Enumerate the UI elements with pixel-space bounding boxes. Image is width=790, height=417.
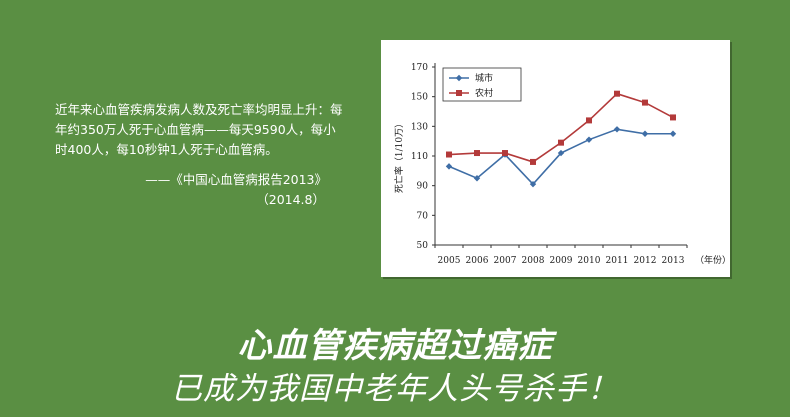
y-tick-label: 150 — [411, 93, 428, 103]
data-point-rural — [558, 139, 564, 146]
x-tick-label: 2009 — [550, 256, 573, 266]
x-tick-label: 2008 — [522, 256, 545, 266]
data-point-city — [669, 130, 677, 137]
x-tick-label: 2011 — [606, 256, 629, 266]
data-point-rural — [474, 150, 480, 157]
chart-card: 50 70 90 110 130 150 170 2005 2006 2007 2008 2009 20… — [381, 40, 730, 277]
data-point-city — [613, 126, 621, 133]
legend-label: 城市 — [475, 72, 493, 84]
quote-block: 近年来心血管疾病发病人数及死亡率均明显上升：每年约350万人死于心血管病——每天… — [55, 100, 345, 210]
quote-text: 近年来心血管疾病发病人数及死亡率均明显上升：每年约350万人死于心血管病——每天… — [55, 102, 343, 157]
legend-marker-city — [455, 74, 463, 82]
x-tick-label: 2005 — [438, 256, 461, 266]
data-point-rural — [614, 90, 620, 97]
y-axis-label: 死亡率（1/10万） — [393, 119, 405, 193]
y-tick-label: 170 — [411, 63, 428, 73]
x-axis-label: （年份） — [695, 254, 730, 266]
data-point-rural — [446, 151, 452, 158]
data-point-city — [445, 163, 453, 170]
mortality-line-chart: 50 70 90 110 130 150 170 2005 2006 2007 2008 2009 20… — [393, 63, 730, 266]
y-tick-label: 110 — [411, 152, 428, 162]
headline-primary: 心血管疾病超过癌症 — [237, 326, 553, 366]
legend-label: 农村 — [475, 87, 493, 99]
x-tick-label: 2010 — [578, 256, 601, 266]
y-tick-label: 130 — [411, 122, 428, 132]
series-line-city — [448, 128, 673, 186]
y-tick-label: 50 — [417, 241, 429, 251]
data-point-rural — [642, 99, 648, 106]
quote-date: （2014.8） — [256, 192, 325, 207]
data-point-rural — [670, 114, 676, 121]
data-point-rural — [502, 150, 508, 157]
data-point-rural — [530, 158, 536, 165]
y-tick-label: 90 — [417, 182, 429, 192]
data-point-city — [529, 180, 537, 188]
quote-source: ——《中国心血管病报告2013》 — [145, 172, 327, 187]
x-tick-label: 2006 — [466, 256, 489, 266]
x-tick-label: 2007 — [494, 256, 517, 266]
data-point-city — [641, 130, 649, 137]
data-point-city — [557, 149, 565, 157]
data-point-city — [473, 175, 481, 182]
data-point-city — [585, 136, 593, 143]
data-point-rural — [586, 117, 592, 124]
y-tick-label: 70 — [417, 211, 429, 221]
legend-marker-rural — [456, 90, 462, 96]
headline-secondary: 已成为我国中老年人头号杀手！ — [171, 371, 619, 407]
x-tick-label: 2013 — [662, 256, 685, 266]
x-tick-label: 2012 — [634, 256, 657, 266]
